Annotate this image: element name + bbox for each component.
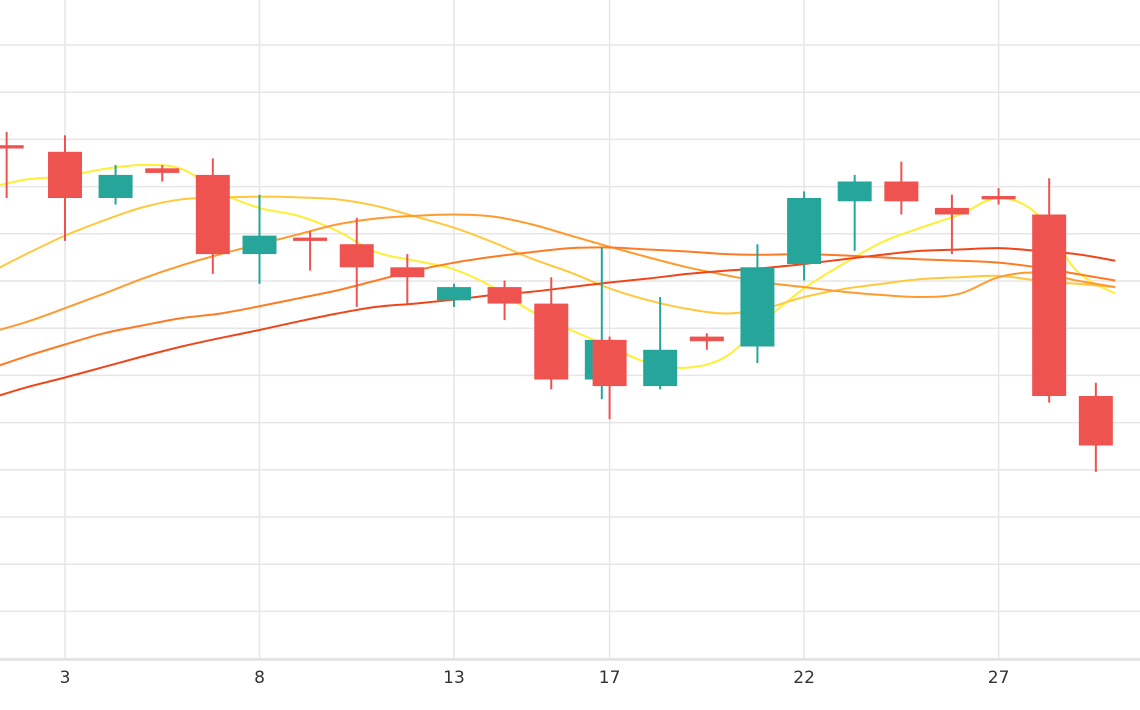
candle-body-up xyxy=(787,198,822,264)
candle xyxy=(1032,178,1067,403)
candle-body-down xyxy=(0,145,24,149)
candle-body-down xyxy=(145,168,180,173)
candle xyxy=(195,158,230,274)
moving-average-line-2 xyxy=(0,195,1116,315)
candle-layer xyxy=(0,132,1113,472)
moving-average-line-3 xyxy=(0,213,1116,331)
candle xyxy=(293,231,328,271)
candle xyxy=(98,165,133,205)
candle-body-down xyxy=(339,244,374,268)
candle-body-down xyxy=(48,151,82,198)
x-tick-label: 3 xyxy=(60,668,71,688)
candle-body-down xyxy=(293,237,328,241)
candle xyxy=(884,161,919,215)
candle xyxy=(48,135,82,241)
candle xyxy=(689,333,724,350)
grid-layer xyxy=(0,0,1140,661)
candle-body-down xyxy=(1032,214,1067,396)
x-axis: 3 8 13 17 22 27 xyxy=(60,668,1010,688)
candle-body-up xyxy=(98,174,133,198)
x-tick-label: 22 xyxy=(793,668,815,688)
candle-body-up xyxy=(437,287,471,301)
candle-body-down xyxy=(1078,396,1113,446)
candle xyxy=(643,297,678,390)
candle xyxy=(1078,382,1113,472)
candle-body-up xyxy=(740,267,775,347)
candle xyxy=(837,174,872,251)
candle xyxy=(592,336,627,420)
candle xyxy=(487,280,522,321)
candle-body-up xyxy=(643,349,678,387)
candle xyxy=(934,194,969,255)
candle-body-down xyxy=(487,287,522,304)
candle-body-up xyxy=(242,235,277,255)
x-tick-label: 27 xyxy=(988,668,1010,688)
candle xyxy=(145,165,180,182)
candle xyxy=(740,244,775,363)
candle-body-down xyxy=(592,339,627,387)
candle xyxy=(390,254,425,304)
candle xyxy=(242,194,277,284)
candle xyxy=(534,277,569,390)
candle-body-down xyxy=(981,196,1016,200)
x-tick-label: 13 xyxy=(443,668,465,688)
candle xyxy=(0,132,24,198)
x-tick-label: 8 xyxy=(254,668,265,688)
candle xyxy=(981,188,1016,205)
candle-body-up xyxy=(837,181,872,202)
candle-body-down xyxy=(534,303,569,380)
candle-body-down xyxy=(934,207,969,215)
moving-average-line-4 xyxy=(0,246,1116,367)
candle-body-down xyxy=(390,267,425,278)
candle xyxy=(787,191,822,281)
candle-body-down xyxy=(689,336,724,342)
candle-body-down xyxy=(195,174,230,255)
x-tick-label: 17 xyxy=(599,668,621,688)
candle xyxy=(437,283,471,307)
candle-body-down xyxy=(884,181,919,202)
candle xyxy=(339,217,374,307)
